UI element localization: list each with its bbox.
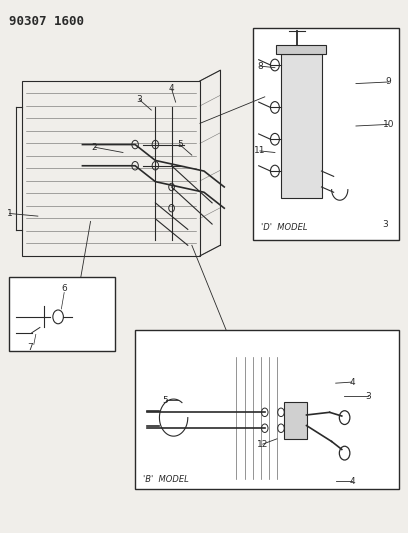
Text: 4: 4	[349, 377, 355, 386]
Text: 10: 10	[383, 120, 394, 129]
Text: 5: 5	[163, 395, 169, 405]
Text: 8: 8	[257, 62, 263, 70]
Text: 1: 1	[7, 209, 12, 218]
Text: 90307 1600: 90307 1600	[9, 14, 84, 28]
Text: 3: 3	[136, 95, 142, 104]
Text: 6: 6	[61, 284, 67, 293]
Text: 3: 3	[365, 392, 371, 401]
Text: 5: 5	[177, 140, 182, 149]
Text: 12: 12	[257, 440, 268, 449]
Bar	[281, 54, 322, 198]
Text: 3: 3	[383, 220, 388, 229]
Text: 'B'  MODEL: 'B' MODEL	[143, 475, 189, 484]
Text: 11: 11	[254, 147, 266, 156]
Text: 7: 7	[28, 343, 33, 352]
Bar	[22, 81, 200, 256]
Bar	[284, 402, 306, 439]
Bar	[253, 28, 399, 240]
Text: 4: 4	[349, 477, 355, 486]
Bar	[9, 277, 115, 351]
Text: 4: 4	[169, 84, 174, 93]
Text: 9: 9	[386, 77, 391, 86]
Bar	[135, 330, 399, 489]
Text: 'D'  MODEL: 'D' MODEL	[261, 222, 307, 231]
Text: 2: 2	[92, 143, 98, 152]
Bar	[276, 45, 326, 54]
